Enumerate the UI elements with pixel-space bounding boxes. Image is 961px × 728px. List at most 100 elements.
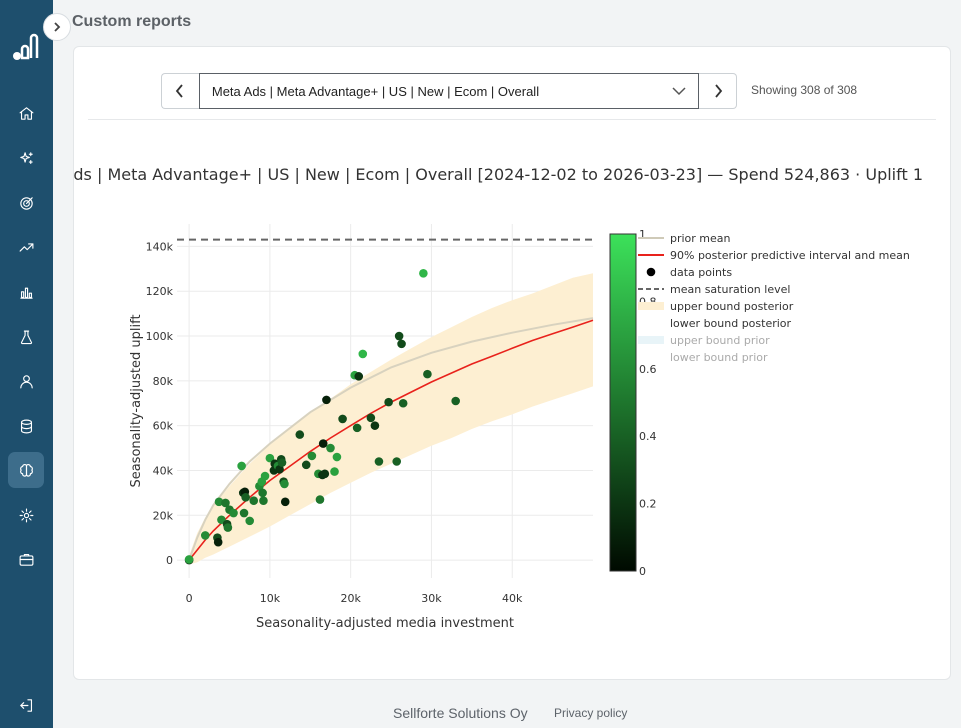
chevron-down-icon [672,87,686,96]
trending-up-icon [19,242,33,252]
data-point [241,493,250,502]
sidebar-item-models[interactable] [8,452,44,488]
legend-swatch [638,302,664,310]
result-count: Showing 308 of 308 [751,83,858,97]
data-point [318,439,328,448]
x-tick-label: 10k [260,592,281,605]
report-dropdown-value: Meta Ads | Meta Advantage+ | US | New | … [211,83,540,99]
legend-swatch [646,267,656,277]
data-point [277,458,287,467]
data-point [307,451,317,461]
report-card: Meta Ads | Meta Advantage+ | US | New | … [73,46,951,680]
data-point [423,369,432,379]
data-point [214,497,224,507]
x-tick-label: 40k [502,592,523,605]
legend-label: 90% posterior predictive interval and me… [670,249,910,262]
x-axis-label: Seasonality-adjusted media investment [256,616,514,631]
gear-icon [19,508,33,522]
data-point [258,488,267,498]
data-point [184,555,194,564]
database-icon [20,419,32,433]
logout-button[interactable] [8,687,44,723]
y-tick-label: 20k [153,509,174,522]
sidebar-item-trends[interactable] [8,229,44,265]
app-logo-icon[interactable] [12,32,42,62]
prior-mean-line [188,317,594,561]
chevron-right-icon [714,84,722,98]
data-point [392,457,402,466]
x-tick-label: 20k [340,592,361,605]
legend-label: upper bound posterior [670,300,794,313]
target-icon [19,196,33,210]
data-point [265,453,275,463]
data-point [354,372,364,381]
x-tick-label: 30k [421,592,442,605]
data-point [398,398,408,408]
sidebar-item-insights[interactable] [8,140,44,176]
sidebar-toggle-button[interactable] [43,13,71,41]
data-point [326,443,335,453]
flask-icon [20,330,32,344]
briefcase-icon [19,553,33,566]
data-point [358,349,368,359]
divider [88,119,936,120]
legend-swatch [638,336,664,344]
home-icon [19,106,33,120]
data-point [275,465,284,474]
y-tick-label: 40k [153,464,174,477]
sidebar-item-home[interactable] [8,95,44,131]
sidebar-item-workspace[interactable] [8,541,44,577]
saturation-curve-chart: 0 10k 20k 30k 40k 0 20k 40k 60k 80k 100k 120k 140k Se… [129,224,910,631]
data-point [249,496,259,506]
data-point [229,508,238,518]
y-tick-label: 120k [146,285,174,298]
data-point [384,397,393,407]
sidebar-item-reports[interactable] [8,274,44,310]
data-point [332,452,342,462]
chevron-right-icon [54,22,61,32]
sidebar-item-data[interactable] [8,408,44,444]
data-point [397,339,406,349]
sidebar-item-settings[interactable] [8,497,44,533]
report-dropdown[interactable]: Meta Ads | Meta Advantage+ | US | New | … [198,73,700,109]
y-axis-label: Seasonality-adjusted uplift [129,314,144,487]
chart-title-text: Meta Ads | Meta Advantage+ | US | New | … [74,165,923,184]
bar-chart-icon [19,287,33,299]
chart-title: Meta Ads | Meta Advantage+ | US | New | … [74,165,923,187]
data-point [245,516,254,526]
data-point [394,331,404,341]
legend-label: lower bound posterior [670,317,792,330]
brain-icon [19,463,33,477]
y-tick-label: 0 [166,554,173,567]
data-point [237,461,246,471]
data-point [366,413,376,423]
data-point [374,457,384,466]
colorbar [609,233,637,572]
privacy-policy-link[interactable]: Privacy policy [554,706,628,720]
data-point [221,498,230,508]
data-point [223,523,233,532]
data-point [352,423,362,433]
legend-label: data points [670,266,732,279]
chevron-left-icon [176,84,184,98]
sidebar-item-experiments[interactable] [8,319,44,355]
colorbar-tick-label: 0.2 [639,498,657,511]
data-point [370,421,380,430]
data-point [301,460,311,470]
report-selector: Meta Ads | Meta Advantage+ | US | New | … [161,73,737,109]
sidebar-item-targets[interactable] [8,185,44,221]
next-report-button[interactable] [699,73,737,109]
sidebar-item-users[interactable] [8,363,44,399]
colorbar-tick-label: 1 [639,228,646,241]
colorbar-tick-label: 0.6 [639,363,657,376]
colorbar-tick-label: 0.4 [639,430,657,443]
data-point [451,396,460,406]
y-tick-label: 80k [153,375,174,388]
x-tick-label: 0 [186,592,193,605]
y-tick-label: 100k [146,330,174,343]
footer-company: Sellforte Solutions Oy [393,705,528,721]
data-point [338,414,347,424]
previous-report-button[interactable] [161,73,199,109]
y-tick-label: 140k [146,240,174,253]
data-point [322,395,331,405]
